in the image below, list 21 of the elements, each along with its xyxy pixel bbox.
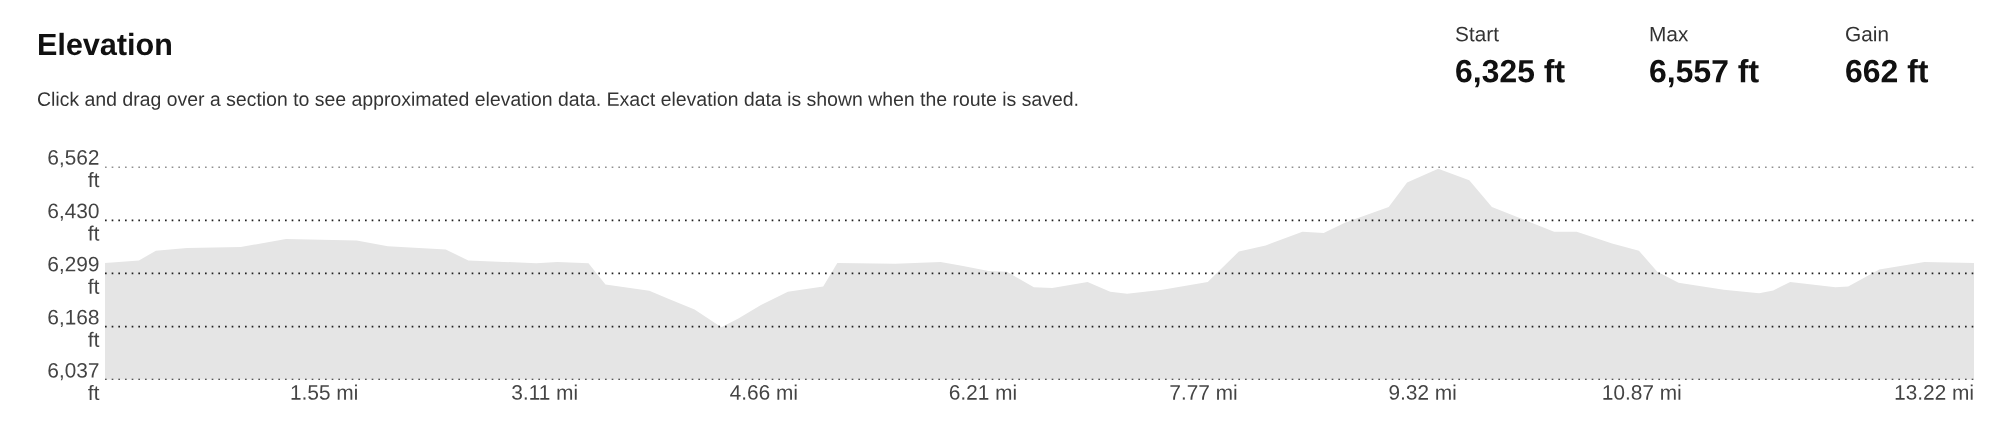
y-tick-label: 6,299 ft xyxy=(48,256,100,294)
x-tick-label: 10.87 mi xyxy=(1603,384,1681,400)
x-tick-label: 1.55 mi xyxy=(291,384,357,400)
x-tick-label: 3.11 mi xyxy=(512,384,577,400)
y-tick-label: 6,037 ft xyxy=(48,362,100,401)
y-tick-label: 6,562 ft xyxy=(48,150,100,188)
y-tick-label: 6,430 ft xyxy=(48,203,100,241)
x-tick-label: 6.21 mi xyxy=(949,384,1016,400)
text: Max xyxy=(1650,26,1689,42)
chart-title: Elevation xyxy=(39,32,171,56)
x-tick-label: 9.32 mi xyxy=(1389,384,1456,400)
text: 6,325 ft xyxy=(1456,59,1565,88)
x-tick-label: 4.66 mi xyxy=(730,384,797,400)
x-tick-label: 7.77 mi xyxy=(1170,384,1237,400)
chart-subtitle: Click and drag over a section to see approximated elevation data. Exact elevation data is shown when the route is saved. xyxy=(37,91,1078,110)
text: 6,557 ft xyxy=(1650,59,1759,88)
text: Gain xyxy=(1846,26,1888,42)
text: 662 ft xyxy=(1846,59,1929,83)
y-tick-label: 6,168 ft xyxy=(48,309,100,347)
text: Start xyxy=(1455,26,1499,42)
x-tick-label: 13.22 mi xyxy=(1895,384,1973,400)
